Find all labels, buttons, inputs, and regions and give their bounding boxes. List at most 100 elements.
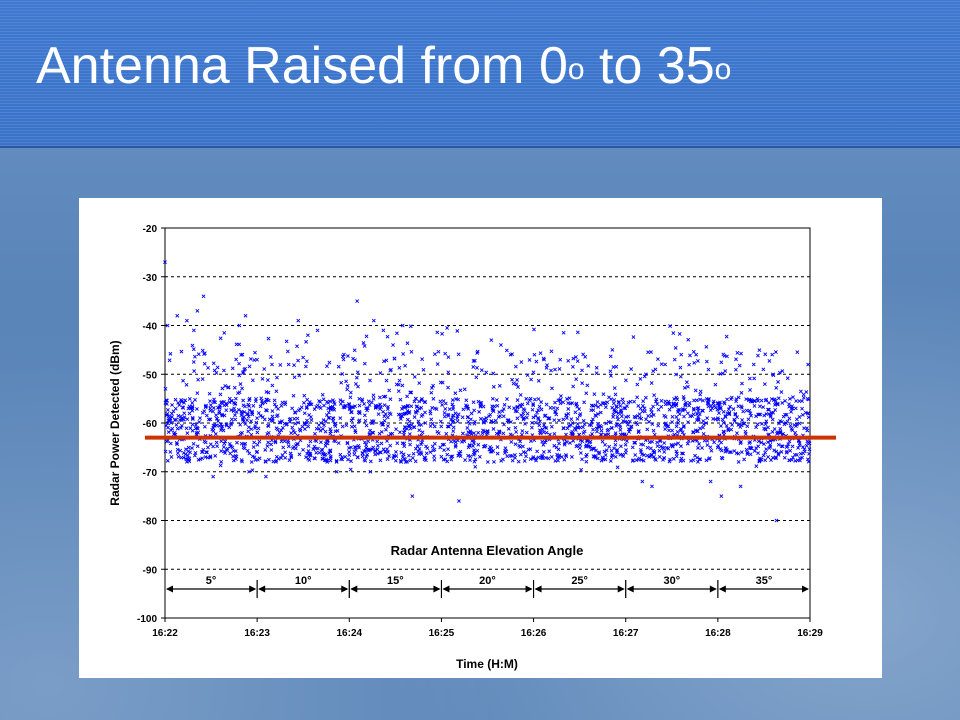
data-point [271,459,276,464]
data-point [500,409,505,414]
data-point [723,446,728,451]
data-point [430,405,435,410]
data-point [687,362,691,367]
data-point [381,394,386,399]
data-point [179,455,184,460]
data-point [688,353,692,358]
data-point [353,382,358,386]
data-point [745,450,750,455]
data-point [288,451,293,456]
data-point [266,336,271,341]
data-point [674,372,678,377]
data-point [306,424,311,429]
data-point [382,359,386,364]
data-point [589,419,594,424]
data-point [713,405,718,410]
data-point [575,416,580,421]
data-point [686,420,691,425]
data-point [631,335,636,339]
data-point [759,440,764,445]
data-point [375,447,380,452]
data-point [378,450,383,455]
data-point [508,453,513,458]
data-point [173,406,178,411]
data-point [367,432,372,437]
data-point [446,355,451,360]
data-point [295,344,299,349]
data-point [558,394,563,398]
data-point [519,360,524,364]
data-point [368,428,372,433]
data-point [740,418,745,422]
data-point [494,398,499,403]
data-point [222,330,227,335]
title-degree-2: o [714,53,732,86]
data-point [195,308,200,313]
data-point [302,393,307,398]
data-point [655,444,660,448]
data-point [801,445,805,449]
data-point [795,452,799,457]
data-point [621,400,626,405]
data-point [691,429,696,434]
data-point [807,451,812,456]
data-point [455,328,460,333]
data-point [531,401,536,406]
data-point [624,448,628,452]
data-point [415,404,419,409]
data-point [536,455,541,460]
data-point [195,444,200,449]
data-point [704,421,709,425]
data-point [450,454,455,459]
data-point [549,424,554,429]
data-point [441,399,446,404]
data-point [273,440,278,445]
data-point [613,454,618,459]
data-point [776,430,781,435]
data-point [385,457,390,462]
data-point [806,415,811,420]
data-point [491,420,496,425]
data-point [557,441,561,446]
arrowhead-left [166,585,173,593]
data-point [766,407,770,412]
data-point [513,364,518,369]
data-point [246,425,251,430]
data-point [237,373,242,378]
data-point [729,397,733,401]
data-point [447,407,452,412]
data-point [472,459,477,464]
data-point [723,414,728,419]
data-point [763,352,768,357]
data-point [568,441,572,445]
data-point [417,446,422,451]
y-tick-label: -50 [143,370,158,381]
data-point [632,399,637,404]
data-point [782,455,787,460]
data-point [283,455,288,460]
data-point [700,446,704,450]
data-point [419,450,423,455]
data-point [793,406,798,411]
data-point [190,404,195,409]
data-point [779,444,784,449]
data-point [451,425,456,430]
data-point [398,430,402,435]
data-point [584,454,588,459]
data-point [229,417,234,422]
data-point [217,409,222,414]
data-point [634,420,639,425]
data-point [384,358,389,363]
data-point [429,386,434,390]
data-point [215,444,220,449]
data-point [264,390,269,394]
arrowhead-left [442,585,450,593]
data-point [503,446,508,451]
data-point [274,389,279,394]
data-point [183,447,188,452]
data-point [293,443,298,448]
data-point [323,429,328,434]
data-point [682,414,686,419]
data-point [596,424,600,429]
data-point [785,419,790,424]
